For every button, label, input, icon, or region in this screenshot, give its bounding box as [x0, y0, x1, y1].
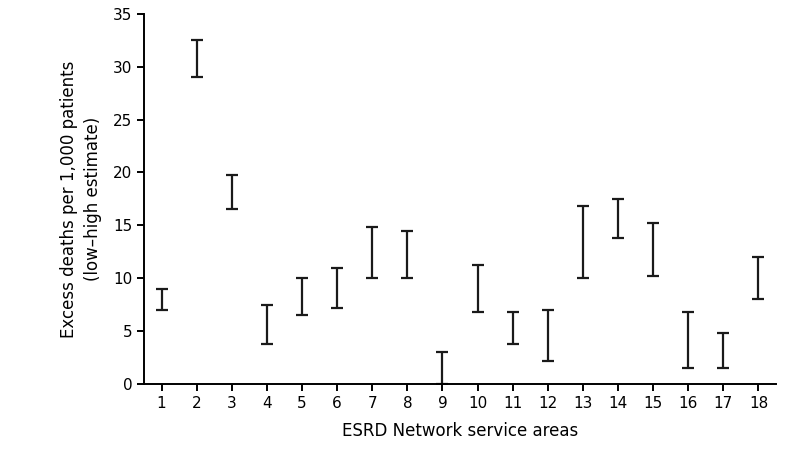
- X-axis label: ESRD Network service areas: ESRD Network service areas: [342, 422, 578, 439]
- Y-axis label: Excess deaths per 1,000 patients
(low–high estimate): Excess deaths per 1,000 patients (low–hi…: [60, 60, 102, 337]
